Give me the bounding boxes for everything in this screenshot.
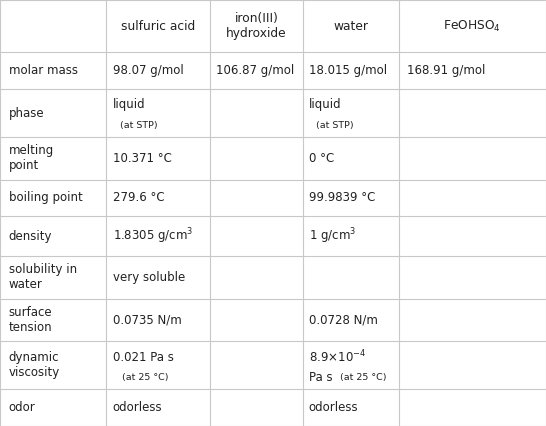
Text: odorless: odorless	[112, 401, 162, 414]
Text: molar mass: molar mass	[9, 64, 78, 77]
Text: 0.0728 N/m: 0.0728 N/m	[309, 314, 378, 327]
Text: liquid: liquid	[309, 98, 341, 112]
Text: odorless: odorless	[309, 401, 358, 414]
Text: (at 25 °C): (at 25 °C)	[122, 373, 169, 382]
Text: melting
point: melting point	[9, 144, 54, 172]
Text: 8.9×10$^{-4}$: 8.9×10$^{-4}$	[309, 349, 366, 366]
Text: 10.371 °C: 10.371 °C	[112, 152, 171, 165]
Text: (at STP): (at STP)	[120, 121, 158, 130]
Text: Pa s: Pa s	[309, 371, 333, 384]
Text: solubility in
water: solubility in water	[9, 264, 76, 291]
Text: 98.07 g/mol: 98.07 g/mol	[112, 64, 183, 77]
Text: odor: odor	[9, 401, 35, 414]
Text: 279.6 °C: 279.6 °C	[112, 191, 164, 204]
Text: 0.021 Pa s: 0.021 Pa s	[112, 351, 174, 364]
Text: very soluble: very soluble	[112, 271, 185, 284]
Text: 18.015 g/mol: 18.015 g/mol	[309, 64, 387, 77]
Text: 106.87 g/mol: 106.87 g/mol	[216, 64, 294, 77]
Text: 1 g/cm$^3$: 1 g/cm$^3$	[309, 227, 356, 246]
Text: (at STP): (at STP)	[316, 121, 353, 130]
Text: 99.9839 °C: 99.9839 °C	[309, 191, 375, 204]
Text: 168.91 g/mol: 168.91 g/mol	[407, 64, 486, 77]
Text: boiling point: boiling point	[9, 191, 82, 204]
Text: 0.0735 N/m: 0.0735 N/m	[112, 314, 181, 327]
Text: phase: phase	[9, 106, 44, 120]
Text: surface
tension: surface tension	[9, 306, 52, 334]
Text: density: density	[9, 230, 52, 243]
Text: FeOHSO$_4$: FeOHSO$_4$	[443, 19, 501, 34]
Text: sulfuric acid: sulfuric acid	[121, 20, 195, 33]
Text: dynamic
viscosity: dynamic viscosity	[9, 351, 60, 379]
Text: 1.8305 g/cm$^3$: 1.8305 g/cm$^3$	[112, 227, 193, 246]
Text: 0 °C: 0 °C	[309, 152, 334, 165]
Text: (at 25 °C): (at 25 °C)	[337, 373, 387, 382]
Text: iron(III)
hydroxide: iron(III) hydroxide	[226, 12, 287, 40]
Text: liquid: liquid	[112, 98, 145, 112]
Text: water: water	[333, 20, 369, 33]
